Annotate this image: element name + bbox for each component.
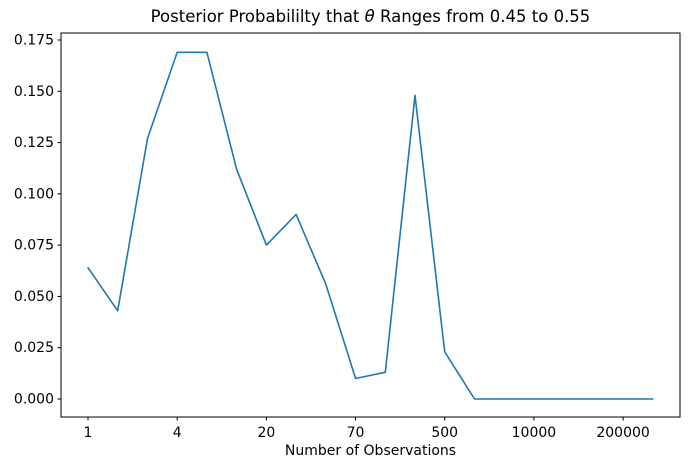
y-tick-label: 0.150: [14, 84, 54, 100]
x-tick-label: 70: [347, 425, 365, 441]
y-tick-label: 0.025: [14, 340, 54, 356]
y-tick-label: 0.175: [14, 33, 54, 49]
x-tick-label: 10000: [512, 425, 557, 441]
y-tick-label: 0.100: [14, 186, 54, 202]
plot-frame: [60, 32, 681, 418]
chart-title: Posterior Probabililty that θ Ranges fro…: [61, 7, 680, 26]
data-line: [87, 51, 654, 400]
y-tick-label: 0.125: [14, 135, 54, 151]
x-axis-label: Number of Observations: [284, 443, 457, 459]
chart-title-prefix: Posterior Probabililty that: [150, 7, 365, 26]
y-tick-label: 0.000: [14, 392, 54, 408]
x-tick-label: 500: [431, 425, 458, 441]
y-tick-label: 0.050: [14, 289, 54, 305]
x-tick-label: 1: [84, 425, 93, 441]
x-tick-label: 20: [257, 425, 275, 441]
x-tick-label: 4: [173, 425, 182, 441]
chart-title-theta: θ: [364, 7, 375, 26]
x-tick-label: 200000: [596, 425, 649, 441]
chart-title-suffix: Ranges from 0.45 to 0.55: [374, 7, 591, 26]
y-tick-label: 0.075: [14, 238, 54, 254]
